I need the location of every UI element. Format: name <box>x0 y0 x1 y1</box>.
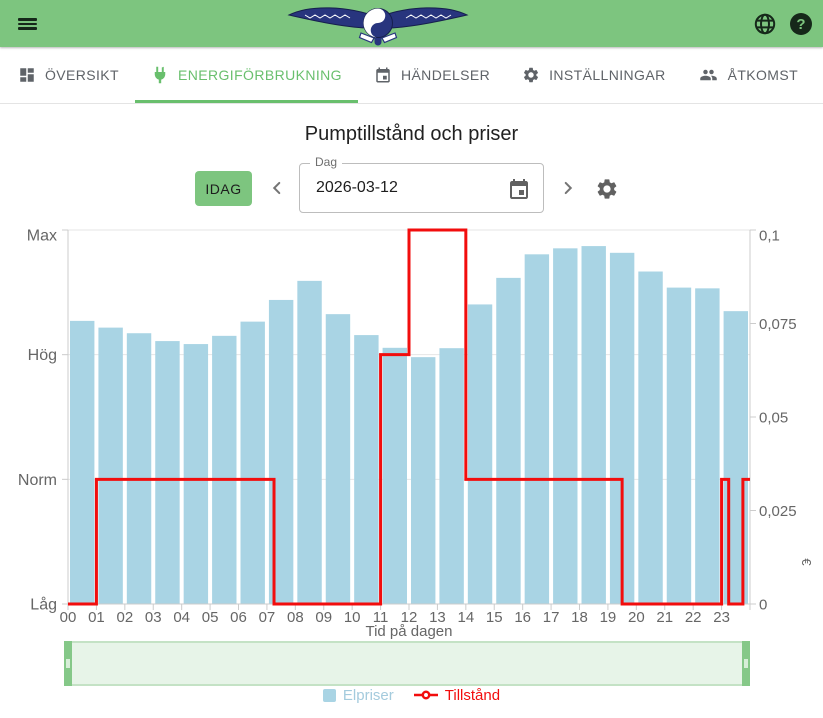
svg-text:17: 17 <box>543 609 560 626</box>
gear-icon <box>597 179 617 199</box>
legend-label-tillstand: Tillstånd <box>444 686 501 704</box>
svg-text:14: 14 <box>457 609 474 626</box>
svg-text:Norm: Norm <box>18 472 57 489</box>
svg-text:22: 22 <box>685 609 702 626</box>
today-button[interactable]: IDAG <box>195 171 252 206</box>
range-slider-left-handle[interactable] <box>64 641 72 686</box>
tab-label: HÄNDELSER <box>400 67 491 83</box>
svg-text:03: 03 <box>145 609 162 626</box>
people-icon <box>699 69 717 81</box>
globe-icon <box>754 13 776 35</box>
svg-text:Låg: Låg <box>30 596 57 614</box>
svg-text:0,1: 0,1 <box>759 228 780 245</box>
date-field[interactable]: Dag 2026-03-12 <box>299 155 544 213</box>
app-logo <box>283 2 473 46</box>
svg-text:Max: Max <box>27 228 57 245</box>
svg-text:Hög: Hög <box>28 347 57 364</box>
legend-item-elpriser[interactable]: Elpriser <box>322 686 394 704</box>
range-slider[interactable] <box>64 641 750 686</box>
svg-text:€: € <box>799 558 814 566</box>
svg-text:Tid på dagen: Tid på dagen <box>365 623 452 640</box>
tillstand-marker-icon <box>413 690 438 700</box>
date-picker-button[interactable] <box>507 177 531 201</box>
svg-text:11: 11 <box>373 609 389 626</box>
tab-label: ENERGIFÖRBRUKNING <box>178 67 342 83</box>
help-icon: ? <box>790 13 812 35</box>
legend-item-tillstand[interactable]: Tillstånd <box>413 686 501 704</box>
language-button[interactable] <box>753 12 777 36</box>
svg-text:19: 19 <box>600 609 617 626</box>
svg-text:04: 04 <box>173 609 190 626</box>
gear-icon <box>524 67 539 83</box>
chart-settings-button[interactable] <box>592 174 622 204</box>
svg-text:10: 10 <box>344 609 361 626</box>
svg-text:09: 09 <box>315 609 332 626</box>
svg-text:02: 02 <box>116 609 133 626</box>
pump-state-price-chart: Låg Norm Hög Max 0 0,025 0,05 0,075 0,1 00 01 02 03 0… <box>18 228 814 641</box>
range-slider-right-handle[interactable] <box>742 641 750 686</box>
chevron-left-icon <box>272 181 281 195</box>
legend-label-elpriser: Elpriser <box>342 686 394 704</box>
tab-oversikt[interactable]: ÖVERSIKT <box>2 47 135 103</box>
svg-text:?: ? <box>796 16 805 33</box>
svg-text:00: 00 <box>60 609 77 626</box>
prev-day-button[interactable] <box>261 172 293 204</box>
svg-text:12: 12 <box>401 609 418 626</box>
svg-text:07: 07 <box>259 609 276 626</box>
svg-text:16: 16 <box>514 609 531 626</box>
svg-text:0,05: 0,05 <box>759 410 788 427</box>
help-button[interactable]: ? <box>789 12 813 36</box>
tab-label: ÅTKOMST <box>727 67 799 83</box>
svg-text:05: 05 <box>202 609 219 626</box>
svg-text:01: 01 <box>88 609 105 626</box>
svg-text:0: 0 <box>759 597 767 614</box>
svg-text:18: 18 <box>571 609 588 626</box>
tab-bar: ÖVERSIKT ENERGIFÖRBRUKNING HÄNDELSER INS… <box>0 47 823 104</box>
svg-text:06: 06 <box>230 609 247 626</box>
date-value[interactable]: 2026-03-12 <box>316 179 398 196</box>
svg-text:08: 08 <box>287 609 304 626</box>
menu-button[interactable] <box>15 12 39 36</box>
svg-text:0,025: 0,025 <box>759 503 797 520</box>
svg-text:23: 23 <box>713 609 730 626</box>
svg-text:20: 20 <box>628 609 645 626</box>
svg-text:13: 13 <box>429 609 446 626</box>
hamburger-icon <box>17 16 37 32</box>
tab-installningar[interactable]: INSTÄLLNINGAR <box>506 47 681 103</box>
tab-label: ÖVERSIKT <box>45 67 119 83</box>
calendar-icon <box>510 179 528 199</box>
plug-icon <box>154 66 166 84</box>
tab-atkomst[interactable]: ÅTKOMST <box>682 47 814 103</box>
svg-text:21: 21 <box>656 609 673 626</box>
svg-text:0,075: 0,075 <box>759 316 797 333</box>
elpriser-swatch-icon <box>322 688 336 702</box>
chart-legend: Elpriser Tillstånd <box>0 683 823 707</box>
date-field-label: Dag <box>310 155 343 169</box>
tab-label: INSTÄLLNINGAR <box>549 67 666 83</box>
next-day-button[interactable] <box>552 172 584 204</box>
page-title: Pumptillstånd och priser <box>304 123 519 145</box>
svg-text:15: 15 <box>486 609 503 626</box>
tab-handelser[interactable]: HÄNDELSER <box>358 47 506 103</box>
chevron-right-icon <box>564 181 573 195</box>
calendar-icon <box>376 67 390 83</box>
winged-yinyang-bird-logo-icon <box>287 7 469 46</box>
app-header: ? <box>0 0 823 47</box>
dashboard-icon <box>20 68 34 82</box>
tab-energiforbrukning[interactable]: ENERGIFÖRBRUKNING <box>135 47 358 103</box>
